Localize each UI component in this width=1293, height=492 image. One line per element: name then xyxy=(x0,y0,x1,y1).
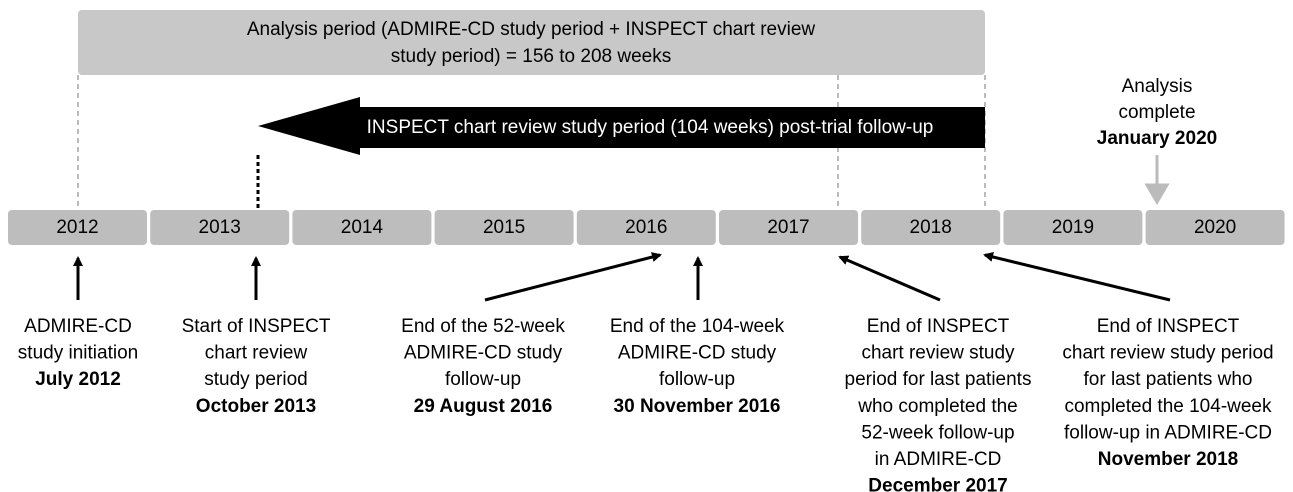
year-label: 2018 xyxy=(910,217,952,238)
event-text: End of INSPECT xyxy=(867,316,1010,337)
event-text: 52-week follow-up xyxy=(861,422,1014,443)
event-text: for last patients who xyxy=(1084,369,1253,390)
event-date: October 2013 xyxy=(196,396,316,417)
event-text: follow-up xyxy=(659,369,735,390)
event-arrow xyxy=(838,255,941,302)
event-text: follow-up xyxy=(445,369,521,390)
year-box xyxy=(1003,210,1143,245)
year-box xyxy=(434,210,574,245)
year-box xyxy=(150,210,290,245)
year-box xyxy=(861,210,1001,245)
year-label: 2013 xyxy=(199,217,241,238)
analysis-period-box xyxy=(78,10,985,75)
year-box xyxy=(576,210,716,245)
event-arrow xyxy=(484,252,662,302)
analysis-period-text: study period) = 156 to 208 weeks xyxy=(391,46,671,67)
analysis-complete-text: Analysis xyxy=(1122,76,1193,97)
event-text: End of INSPECT xyxy=(1097,316,1240,337)
analysis-complete-text: complete xyxy=(1118,102,1195,123)
analysis-period-text: Analysis period (ADMIRE-CD study period … xyxy=(247,19,816,40)
year-box xyxy=(8,210,147,245)
event-text: chart review study xyxy=(861,343,1015,364)
event-text: chart review xyxy=(205,343,308,364)
event-text: End of the 104-week xyxy=(610,316,785,337)
event-text: completed the 104-week xyxy=(1064,396,1272,417)
analysis-complete-date: January 2020 xyxy=(1097,128,1217,149)
year-label: 2015 xyxy=(483,217,525,238)
event-date: 30 November 2016 xyxy=(614,396,781,417)
event-arrow xyxy=(983,252,1171,302)
event-text: who completed the xyxy=(857,396,1018,417)
event-text: End of the 52-week xyxy=(401,316,565,337)
event-text: in ADMIRE-CD xyxy=(875,449,1002,470)
year-label: 2020 xyxy=(1194,217,1236,238)
event-text: study period xyxy=(204,369,308,390)
event-text: study initiation xyxy=(18,343,138,364)
year-label: 2016 xyxy=(625,217,667,238)
event-date: July 2012 xyxy=(35,369,121,390)
year-box xyxy=(292,210,432,245)
year-label: 2019 xyxy=(1052,217,1094,238)
event-text: ADMIRE-CD study xyxy=(404,343,563,364)
event-date: 29 August 2016 xyxy=(414,396,553,417)
event-text: chart review study period xyxy=(1062,343,1273,364)
event-text: follow-up in ADMIRE-CD xyxy=(1064,422,1272,443)
year-label: 2017 xyxy=(767,217,809,238)
complete-arrow xyxy=(1144,155,1170,205)
year-box xyxy=(1145,210,1285,245)
inspect-arrow-label: INSPECT chart review study period (104 w… xyxy=(367,117,934,138)
event-text: Start of INSPECT xyxy=(182,316,331,337)
event-date: November 2018 xyxy=(1098,449,1238,470)
event-text: ADMIRE-CD study xyxy=(618,343,777,364)
year-label: 2012 xyxy=(56,217,98,238)
event-text: ADMIRE-CD xyxy=(24,316,132,337)
event-text: period for last patients xyxy=(845,369,1032,390)
year-box xyxy=(719,210,858,245)
event-date: December 2017 xyxy=(868,476,1007,492)
year-label: 2014 xyxy=(341,217,384,238)
inspect-arrow xyxy=(258,97,985,155)
